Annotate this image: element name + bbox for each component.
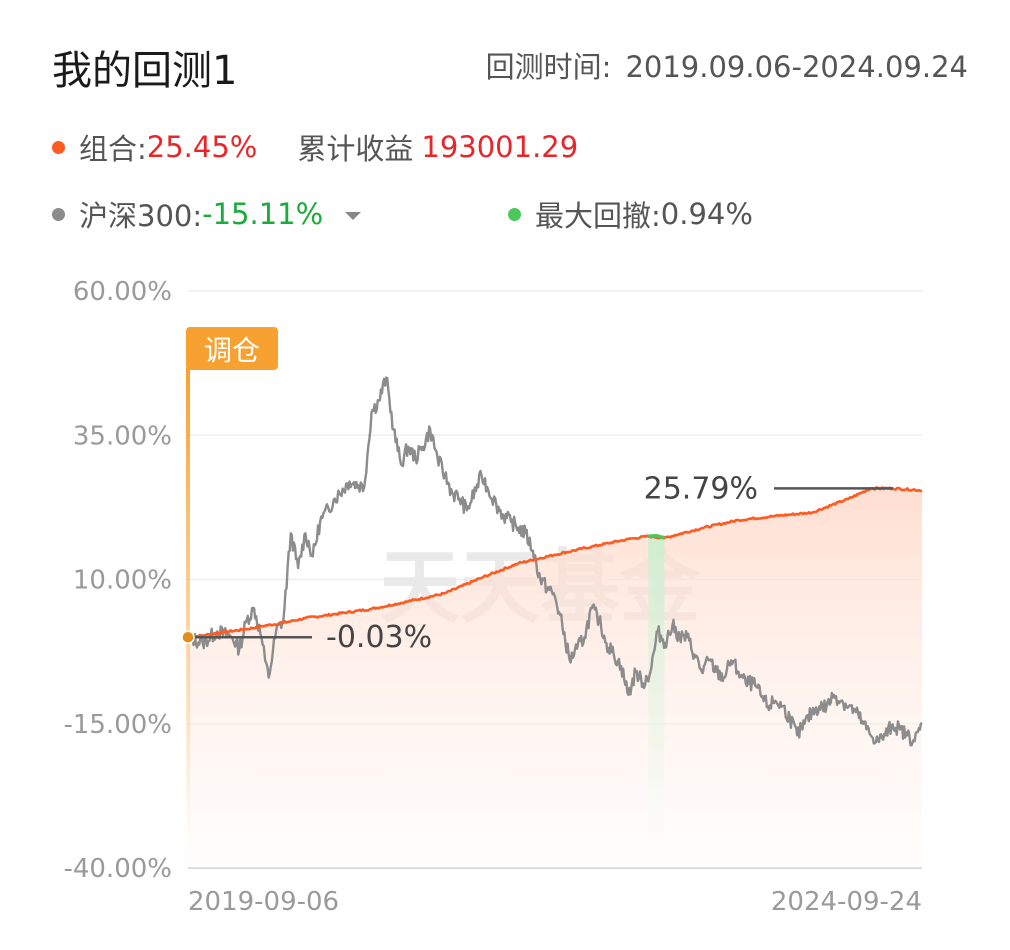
portfolio-line — [187, 486, 923, 639]
portfolio-label: 组合: — [79, 132, 147, 166]
rebalance-badge-label: 调仓 — [204, 334, 260, 367]
peak-annotation: 25.79% — [644, 471, 758, 506]
benchmark-line — [186, 376, 923, 747]
header: 我的回测1 回测时间: 2019.09.06-2024.09.24 — [0, 0, 1010, 120]
legend-row-portfolio: 组合: 25.45% 累计收益 193001.29 — [52, 126, 578, 168]
portfolio-dot-icon — [52, 140, 65, 154]
y-tick-label: 35.00% — [73, 421, 172, 451]
start-point — [181, 630, 195, 644]
y-tick-label: -15.00% — [63, 710, 172, 740]
legend-row-drawdown: 最大回撤: 0.94% — [508, 193, 753, 235]
backtest-period: 回测时间: 2019.09.06-2024.09.24 — [486, 44, 968, 86]
drawdown-value: 0.94% — [660, 197, 753, 231]
caret-down-icon[interactable] — [345, 212, 362, 220]
rebalance-badge[interactable] — [186, 327, 278, 370]
period-label: 回测时间: — [485, 50, 612, 84]
drawdown-label: 最大回撤: — [535, 199, 661, 233]
cumulative-label: 累计收益 — [297, 132, 414, 166]
drawdown-segment — [648, 533, 665, 540]
benchmark-dot-icon — [52, 207, 65, 221]
benchmark-selector[interactable]: 沪深300: -15.11% — [52, 193, 362, 235]
period-value: 2019.09.06-2024.09.24 — [625, 50, 968, 84]
start-annotation: -0.03% — [326, 620, 432, 655]
rebalance-bar — [186, 368, 190, 838]
y-tick-label: -40.00% — [63, 854, 172, 884]
drawdown-dot-icon — [508, 207, 521, 221]
benchmark-label: 沪深300: — [79, 199, 203, 233]
drawdown-band — [648, 535, 665, 853]
y-tick-label: 60.00% — [73, 277, 172, 307]
y-tick-label: 10.00% — [73, 566, 172, 596]
x-tick-label: 2019-09-06 — [188, 887, 339, 917]
portfolio-return: 25.45% — [146, 130, 258, 164]
cumulative-value: 193001.29 — [421, 130, 579, 164]
x-tick-label: 2024-09-24 — [771, 887, 922, 917]
page-title: 我的回测1 — [52, 48, 238, 94]
portfolio-area — [188, 487, 922, 868]
benchmark-return: -15.11% — [202, 197, 324, 231]
